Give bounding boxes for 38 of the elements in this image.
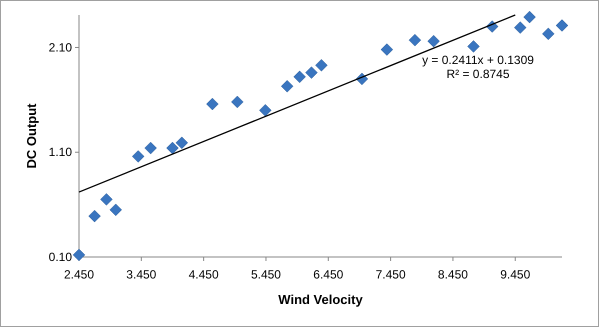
x-tick-label: 7.450 bbox=[376, 267, 406, 282]
point bbox=[206, 98, 219, 110]
annotation: R² = 0.8745 bbox=[446, 67, 510, 81]
point bbox=[523, 10, 536, 24]
y-tick-label: 1.10 bbox=[48, 145, 72, 160]
x-axis-title: Wind Velocity bbox=[278, 292, 364, 307]
point bbox=[408, 34, 422, 46]
point bbox=[305, 66, 318, 79]
point bbox=[280, 80, 294, 92]
point bbox=[427, 35, 440, 48]
point bbox=[231, 96, 244, 108]
x-tick-label: 5.450 bbox=[250, 267, 282, 282]
point bbox=[556, 19, 568, 32]
point bbox=[293, 70, 306, 83]
y-axis-title: DC Output bbox=[24, 102, 39, 168]
x-tick-label: 6.450 bbox=[313, 267, 344, 282]
point bbox=[144, 142, 157, 154]
point bbox=[100, 193, 113, 206]
y-tick-label: 0.10 bbox=[48, 250, 72, 264]
point bbox=[542, 28, 554, 40]
point bbox=[467, 40, 480, 53]
point bbox=[315, 59, 328, 72]
point bbox=[88, 210, 101, 222]
x-tick-label: 4.450 bbox=[188, 267, 219, 282]
point bbox=[72, 248, 86, 262]
annotation: y = 0.2411x + 0.1309 bbox=[422, 53, 534, 67]
x-tick-label: 2.450 bbox=[64, 267, 94, 282]
x-tick-label: 8.450 bbox=[438, 267, 468, 282]
y-tick-label: 2.10 bbox=[48, 40, 72, 54]
point bbox=[514, 21, 526, 34]
point bbox=[380, 43, 394, 56]
point bbox=[110, 204, 122, 216]
point bbox=[132, 150, 144, 163]
point bbox=[166, 142, 179, 154]
point bbox=[259, 104, 272, 116]
x-tick-label: 9.450 bbox=[500, 267, 531, 282]
x-tick-label: 3.450 bbox=[126, 267, 157, 282]
point bbox=[176, 136, 188, 149]
